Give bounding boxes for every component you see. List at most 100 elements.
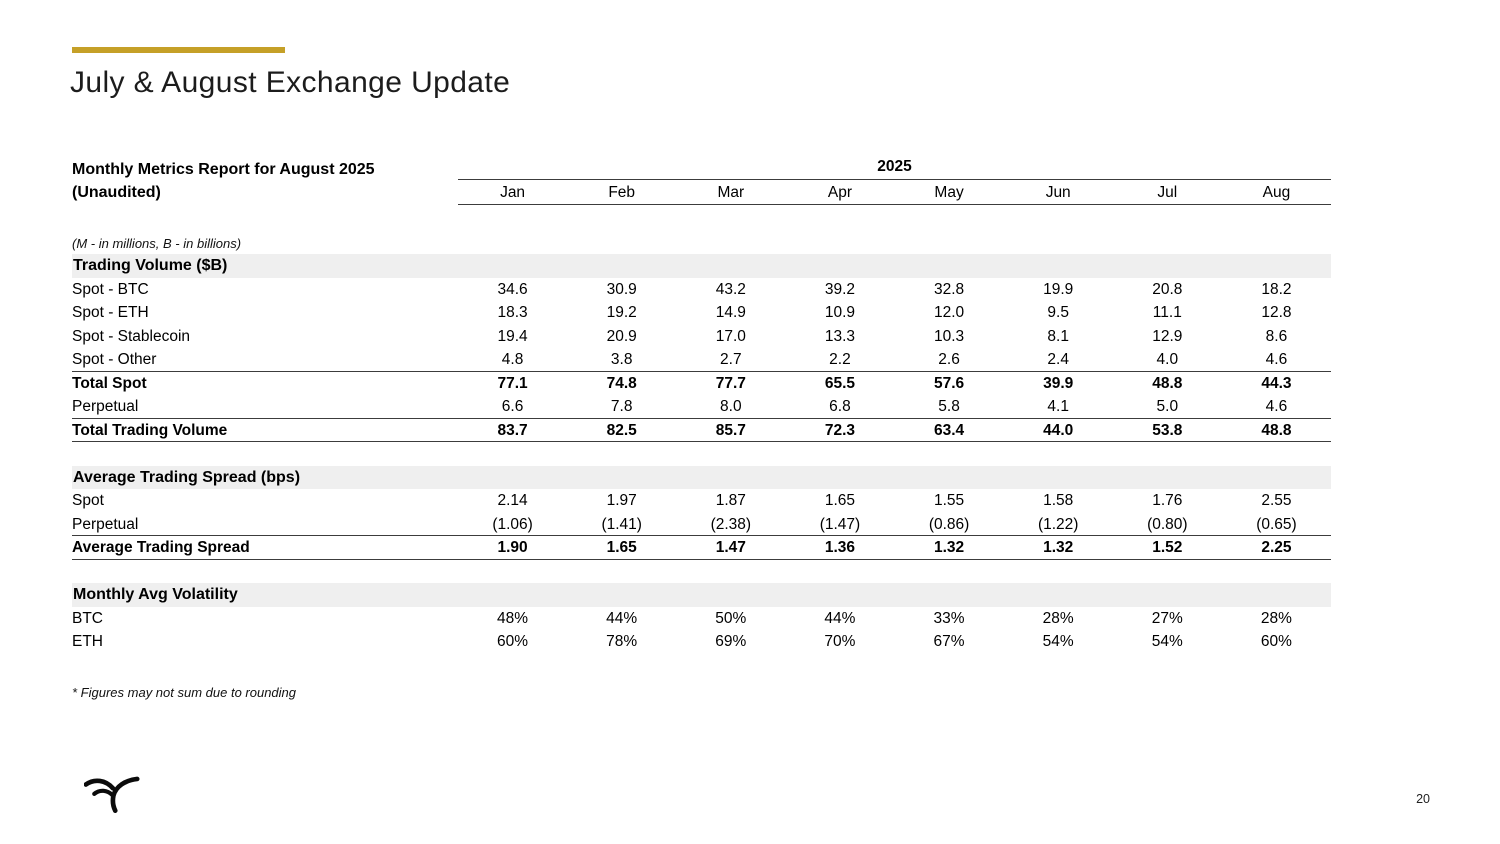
accent-bar bbox=[72, 47, 285, 53]
cell-value: 69% bbox=[715, 633, 747, 650]
cell-value: 11.1 bbox=[1152, 304, 1182, 321]
table-row: Average Trading Spread 1.90 1.65 1.47 1.36 1.… bbox=[72, 536, 1331, 560]
cell-value: 19.4 bbox=[497, 327, 528, 345]
row-label: Spot - ETH bbox=[72, 304, 149, 321]
cell-value: 28% bbox=[1260, 609, 1292, 627]
slide-title: July & August Exchange Update bbox=[70, 66, 511, 99]
cell-value: 1.32 bbox=[1043, 539, 1074, 556]
month-header-apr: Apr bbox=[827, 184, 852, 201]
cell-value: 1.52 bbox=[1152, 539, 1183, 556]
cell-value: 30.9 bbox=[606, 280, 637, 298]
units-note: (M - in millions, B - in billions) bbox=[72, 236, 242, 251]
cell-value: 1.32 bbox=[933, 539, 965, 556]
cell-value: 1.97 bbox=[606, 492, 637, 509]
cell-value: 1.65 bbox=[824, 492, 856, 509]
cell-value: 4.1 bbox=[1047, 398, 1069, 415]
cell-value: 2.2 bbox=[829, 351, 851, 368]
row-label: Spot bbox=[72, 492, 104, 509]
falcon-logo-icon bbox=[84, 776, 140, 813]
cell-value: 1.76 bbox=[1152, 492, 1183, 509]
cell-value: 27% bbox=[1151, 609, 1183, 627]
cell-value: 13.3 bbox=[824, 327, 856, 345]
cell-value: 8.0 bbox=[720, 398, 742, 415]
table-row: Spot - ETH 18.3 19.2 14.9 10.9 12.0 9.5 11.1 12.… bbox=[72, 301, 1331, 325]
cell-value: 1.36 bbox=[824, 539, 856, 556]
metrics-table: Monthly Metrics Report for August 2025 (… bbox=[72, 155, 1331, 654]
cell-value: 2.14 bbox=[497, 492, 528, 509]
cell-value: 4.8 bbox=[501, 351, 524, 368]
cell-value: 48.8 bbox=[1152, 374, 1183, 392]
month-header-jun: Jun bbox=[1045, 184, 1071, 201]
cell-value: 78% bbox=[606, 633, 638, 650]
cell-value: 14.9 bbox=[715, 304, 746, 321]
row-label: Perpetual bbox=[72, 398, 139, 415]
row-label: BTC bbox=[72, 609, 103, 627]
month-header-jul: Jul bbox=[1157, 184, 1178, 201]
row-label: ETH bbox=[72, 633, 103, 650]
footnote: * Figures may not sum due to rounding bbox=[72, 685, 297, 700]
cell-value: 70% bbox=[824, 633, 856, 650]
cell-value: 2.7 bbox=[720, 351, 742, 368]
table-row: Total Trading Volume 83.7 82.5 85.7 72.3 63.4… bbox=[72, 419, 1331, 442]
month-header-aug: Aug bbox=[1262, 184, 1291, 201]
cell-value: 39.2 bbox=[824, 280, 856, 298]
cell-value: 82.5 bbox=[606, 421, 637, 439]
cell-value: 1.87 bbox=[715, 492, 746, 509]
table-row: Spot - BTC 34.6 30.9 43.2 39.2 32.8 19.9 20.8 18… bbox=[72, 278, 1331, 302]
cell-value: 67% bbox=[933, 633, 965, 650]
cell-value: 63.4 bbox=[933, 421, 965, 439]
row-label: Spot - Other bbox=[72, 351, 157, 368]
cell-value: 77.1 bbox=[497, 374, 528, 392]
cell-value: 44% bbox=[824, 609, 856, 627]
table-section: Average Trading Spread (bps) Spot 2.14 1.97… bbox=[72, 465, 1331, 560]
row-label: Perpetual bbox=[72, 515, 139, 533]
table-row: BTC 48% 44% 50% 44% 33% 28% 27% 28% bbox=[72, 607, 1331, 631]
cell-value: 10.3 bbox=[933, 327, 965, 345]
month-header-jan: Jan bbox=[500, 184, 526, 201]
cell-value: 2.6 bbox=[938, 351, 960, 368]
cell-value: 74.8 bbox=[606, 374, 637, 392]
cell-value: 6.8 bbox=[829, 398, 851, 415]
table-row: Perpetual (1.06) (1.41) (2.38) (1.47) (0.86) (… bbox=[72, 513, 1331, 536]
cell-value: 43.2 bbox=[715, 280, 746, 298]
cell-value: 20.8 bbox=[1152, 280, 1183, 298]
cell-value: 48% bbox=[497, 609, 529, 627]
section-header: Average Trading Spread (bps) bbox=[72, 465, 1331, 489]
row-label: Spot - Stablecoin bbox=[72, 327, 191, 345]
page-number: 20 bbox=[1416, 792, 1430, 806]
cell-value: 54% bbox=[1042, 633, 1074, 650]
months-header-group: 2025 Jan Feb Mar Apr May Jun Jul Aug bbox=[458, 155, 1331, 205]
cell-value: 32.8 bbox=[933, 280, 965, 298]
cell-value: 6.6 bbox=[501, 398, 524, 415]
cell-value: 1.90 bbox=[497, 539, 528, 556]
table-row: Spot 2.14 1.97 1.87 1.65 1.55 1.58 1.76 2.55 bbox=[72, 489, 1331, 513]
cell-value: 50% bbox=[715, 609, 747, 627]
table-section: Trading Volume ($B) Spot - BTC 34.6 30.9 43.… bbox=[72, 254, 1331, 442]
cell-value: 85.7 bbox=[715, 421, 746, 439]
month-header-feb: Feb bbox=[608, 184, 636, 201]
cell-value: 12.8 bbox=[1261, 304, 1292, 321]
cell-value: 83.7 bbox=[497, 421, 528, 439]
cell-value: 17.0 bbox=[715, 327, 746, 345]
row-label: Average Trading Spread bbox=[72, 539, 250, 556]
cell-value: 44.3 bbox=[1261, 374, 1292, 392]
cell-value: 8.6 bbox=[1265, 327, 1288, 345]
cell-value: 4.6 bbox=[1265, 398, 1288, 415]
cell-value: 4.0 bbox=[1156, 351, 1179, 368]
cell-value: 60% bbox=[1260, 633, 1292, 650]
cell-value: (1.22) bbox=[1037, 515, 1079, 533]
cell-value: 77.7 bbox=[715, 374, 746, 392]
months-row: Jan Feb Mar Apr May Jun Jul Aug bbox=[458, 180, 1331, 205]
cell-value: 20.9 bbox=[606, 327, 637, 345]
table-row: ETH 60% 78% 69% 70% 67% 54% 54% 60% bbox=[72, 630, 1331, 654]
cell-value: 1.55 bbox=[933, 492, 965, 509]
table-section: Monthly Avg Volatility BTC 48% 44% 50% 44% 33%… bbox=[72, 583, 1331, 654]
cell-value: 44% bbox=[606, 609, 638, 627]
cell-value: 9.5 bbox=[1047, 304, 1069, 321]
table-header: Monthly Metrics Report for August 2025 (… bbox=[72, 155, 1331, 205]
table-body: Trading Volume ($B) Spot - BTC 34.6 30.9 43.… bbox=[72, 254, 1331, 654]
cell-value: (1.41) bbox=[601, 515, 642, 533]
cell-value: 18.2 bbox=[1261, 280, 1292, 298]
cell-value: 53.8 bbox=[1152, 421, 1183, 439]
